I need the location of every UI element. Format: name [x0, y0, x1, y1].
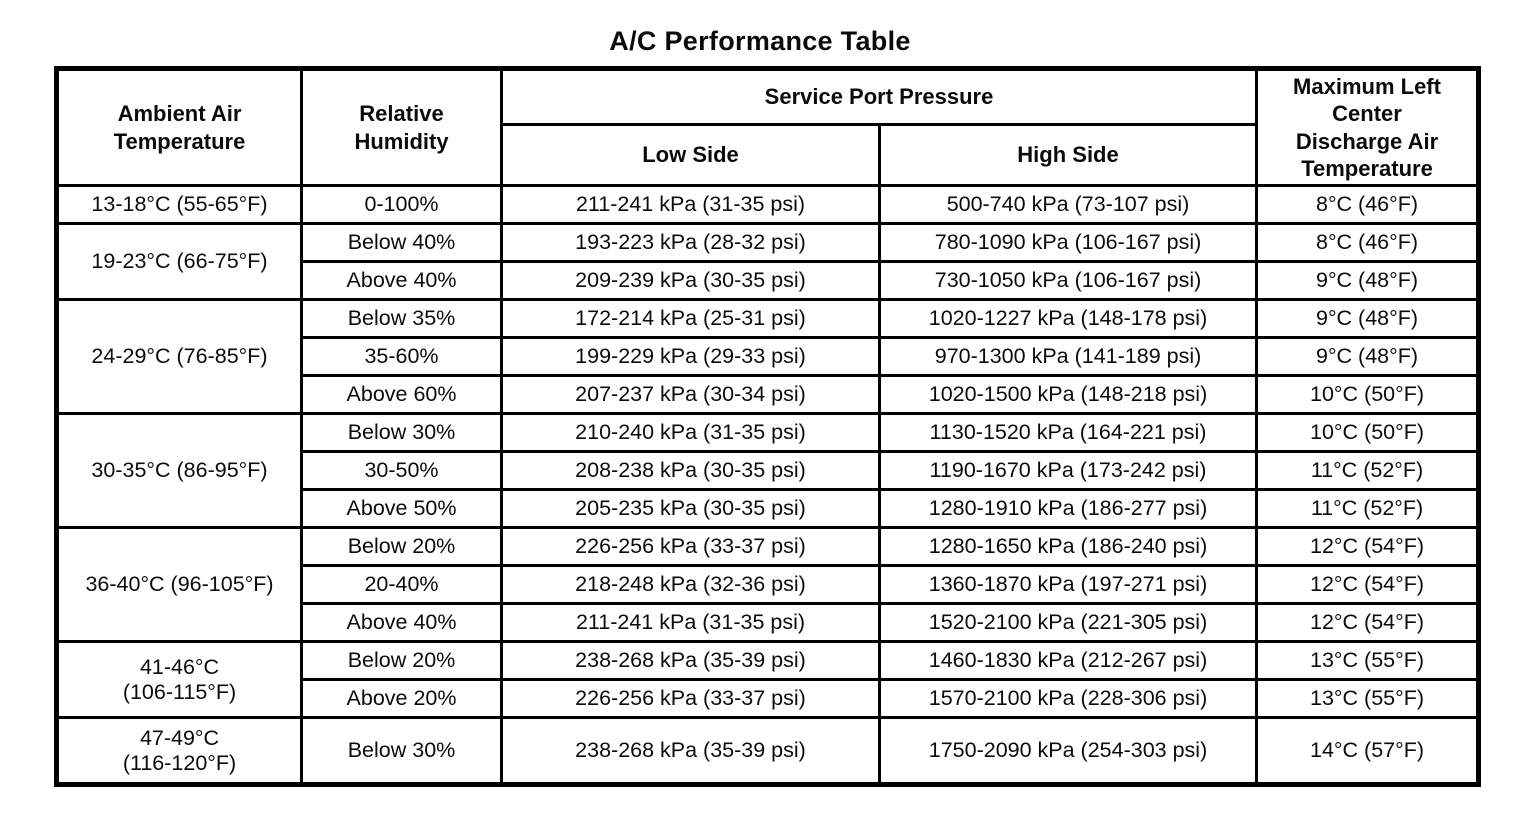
discharge-cell: 10°C (50°F)	[1255, 374, 1481, 415]
table-row: 35-60% 199-229 kPa (29-33 psi) 970-1300 …	[57, 336, 1481, 377]
low-side-cell: 205-235 kPa (30-35 psi)	[500, 488, 881, 529]
humidity-cell: 30-50%	[300, 450, 503, 491]
discharge-cell: 11°C (52°F)	[1255, 450, 1481, 491]
page-title: A/C Performance Table	[609, 26, 911, 56]
header-ambient-air-temperature: Ambient Air Temperature	[55, 67, 303, 187]
header-max-left-center-discharge-air-temperature: Maximum Left Center Discharge Air Temper…	[1255, 67, 1481, 187]
humidity-cell: 35-60%	[300, 336, 503, 377]
table-row: 36-40°C (96-105°F) Below 20% 226-256 kPa…	[55, 526, 1481, 643]
humidity-cell: Above 40%	[300, 260, 503, 301]
table-row: 30-50% 208-238 kPa (30-35 psi) 1190-1670…	[57, 450, 1481, 491]
humidity-cell: Above 40%	[300, 602, 503, 643]
humidity-cell: Below 30%	[300, 412, 503, 453]
humidity-cell: Below 30%	[300, 716, 503, 786]
table-row: Above 60% 207-237 kPa (30-34 psi) 1020-1…	[57, 374, 1481, 415]
low-side-cell: 199-229 kPa (29-33 psi)	[500, 336, 881, 377]
header-relative-humidity: Relative Humidity	[300, 67, 503, 187]
header-row-2: Low Side High Side	[57, 123, 1479, 187]
discharge-cell: 12°C (54°F)	[1255, 564, 1481, 605]
humidity-cell: Below 40%	[300, 222, 503, 263]
humidity-cell: Below 20%	[300, 526, 503, 567]
high-side-cell: 1520-2100 kPa (221-305 psi)	[877, 602, 1259, 643]
table-row: 20-40% 218-248 kPa (32-36 psi) 1360-1870…	[57, 564, 1481, 605]
high-side-cell: 1020-1227 kPa (148-178 psi)	[877, 298, 1259, 339]
table-row: 30-35°C (86-95°F) Below 30% 210-240 kPa …	[55, 412, 1481, 529]
low-side-cell: 226-256 kPa (33-37 psi)	[500, 678, 881, 719]
discharge-cell: 11°C (52°F)	[1255, 488, 1481, 529]
low-side-cell: 218-248 kPa (32-36 psi)	[500, 564, 881, 605]
high-side-cell: 500-740 kPa (73-107 psi)	[877, 184, 1259, 225]
high-side-cell: 1280-1650 kPa (186-240 psi)	[877, 526, 1259, 567]
discharge-cell: 14°C (57°F)	[1255, 716, 1481, 786]
discharge-cell: 10°C (50°F)	[1255, 412, 1481, 453]
table-row: 47-49°C (116-120°F) Below 30% 238-268 kP…	[55, 716, 1481, 786]
discharge-cell: 13°C (55°F)	[1255, 678, 1481, 719]
low-side-cell: 226-256 kPa (33-37 psi)	[500, 526, 881, 567]
high-side-cell: 1570-2100 kPa (228-306 psi)	[877, 678, 1259, 719]
low-side-cell: 238-268 kPa (35-39 psi)	[500, 640, 881, 681]
ambient-cell: 41-46°C (106-115°F)	[55, 640, 303, 719]
humidity-cell: 0-100%	[300, 184, 503, 225]
high-side-cell: 1190-1670 kPa (173-242 psi)	[877, 450, 1259, 491]
high-side-cell: 1360-1870 kPa (197-271 psi)	[877, 564, 1259, 605]
discharge-cell: 12°C (54°F)	[1255, 602, 1481, 643]
discharge-cell: 12°C (54°F)	[1255, 526, 1481, 567]
low-side-cell: 211-241 kPa (31-35 psi)	[500, 184, 881, 225]
low-side-cell: 210-240 kPa (31-35 psi)	[500, 412, 881, 453]
table-row: Above 40% 211-241 kPa (31-35 psi) 1520-2…	[57, 602, 1481, 643]
table-row: 13-18°C (55-65°F) 0-100% 211-241 kPa (31…	[55, 184, 1481, 225]
header-high-side: High Side	[877, 123, 1259, 187]
table-row: Above 20% 226-256 kPa (33-37 psi) 1570-2…	[57, 678, 1481, 719]
ambient-cell: 24-29°C (76-85°F)	[55, 298, 303, 415]
header-row-1: Ambient Air Temperature Relative Humidit…	[55, 67, 1481, 187]
high-side-cell: 1460-1830 kPa (212-267 psi)	[877, 640, 1259, 681]
low-side-cell: 208-238 kPa (30-35 psi)	[500, 450, 881, 491]
ambient-cell: 36-40°C (96-105°F)	[55, 526, 303, 643]
humidity-cell: Below 20%	[300, 640, 503, 681]
discharge-cell: 9°C (48°F)	[1255, 260, 1481, 301]
high-side-cell: 1130-1520 kPa (164-221 psi)	[877, 412, 1259, 453]
high-side-cell: 1280-1910 kPa (186-277 psi)	[877, 488, 1259, 529]
discharge-cell: 8°C (46°F)	[1255, 184, 1481, 225]
high-side-cell: 780-1090 kPa (106-167 psi)	[877, 222, 1259, 263]
ambient-cell: 13-18°C (55-65°F)	[55, 184, 303, 225]
humidity-cell: Above 20%	[300, 678, 503, 719]
low-side-cell: 172-214 kPa (25-31 psi)	[500, 298, 881, 339]
table-row: Above 50% 205-235 kPa (30-35 psi) 1280-1…	[57, 488, 1481, 529]
low-side-cell: 207-237 kPa (30-34 psi)	[500, 374, 881, 415]
discharge-cell: 13°C (55°F)	[1255, 640, 1481, 681]
humidity-cell: Above 60%	[300, 374, 503, 415]
ambient-cell: 30-35°C (86-95°F)	[55, 412, 303, 529]
high-side-cell: 1750-2090 kPa (254-303 psi)	[877, 716, 1259, 786]
header-service-port-pressure: Service Port Pressure	[499, 67, 1259, 126]
humidity-cell: Above 50%	[300, 488, 503, 529]
table-row: 24-29°C (76-85°F) Below 35% 172-214 kPa …	[55, 298, 1481, 415]
high-side-cell: 730-1050 kPa (106-167 psi)	[877, 260, 1259, 301]
discharge-cell: 8°C (46°F)	[1255, 222, 1481, 263]
low-side-cell: 209-239 kPa (30-35 psi)	[500, 260, 881, 301]
table-row: Above 40% 209-239 kPa (30-35 psi) 730-10…	[57, 260, 1481, 301]
table-row: 19-23°C (66-75°F) Below 40% 193-223 kPa …	[55, 222, 1481, 301]
low-side-cell: 193-223 kPa (28-32 psi)	[500, 222, 881, 263]
discharge-cell: 9°C (48°F)	[1255, 336, 1481, 377]
discharge-cell: 9°C (48°F)	[1255, 298, 1481, 339]
low-side-cell: 238-268 kPa (35-39 psi)	[500, 716, 881, 786]
header-low-side: Low Side	[500, 123, 881, 187]
humidity-cell: Below 35%	[300, 298, 503, 339]
high-side-cell: 1020-1500 kPa (148-218 psi)	[877, 374, 1259, 415]
ac-performance-table: Ambient Air Temperature Relative Humidit…	[54, 66, 1482, 787]
table-row: 41-46°C (106-115°F) Below 20% 238-268 kP…	[55, 640, 1481, 719]
ambient-cell: 19-23°C (66-75°F)	[55, 222, 303, 301]
humidity-cell: 20-40%	[300, 564, 503, 605]
high-side-cell: 970-1300 kPa (141-189 psi)	[877, 336, 1259, 377]
low-side-cell: 211-241 kPa (31-35 psi)	[500, 602, 881, 643]
ambient-cell: 47-49°C (116-120°F)	[55, 716, 303, 786]
